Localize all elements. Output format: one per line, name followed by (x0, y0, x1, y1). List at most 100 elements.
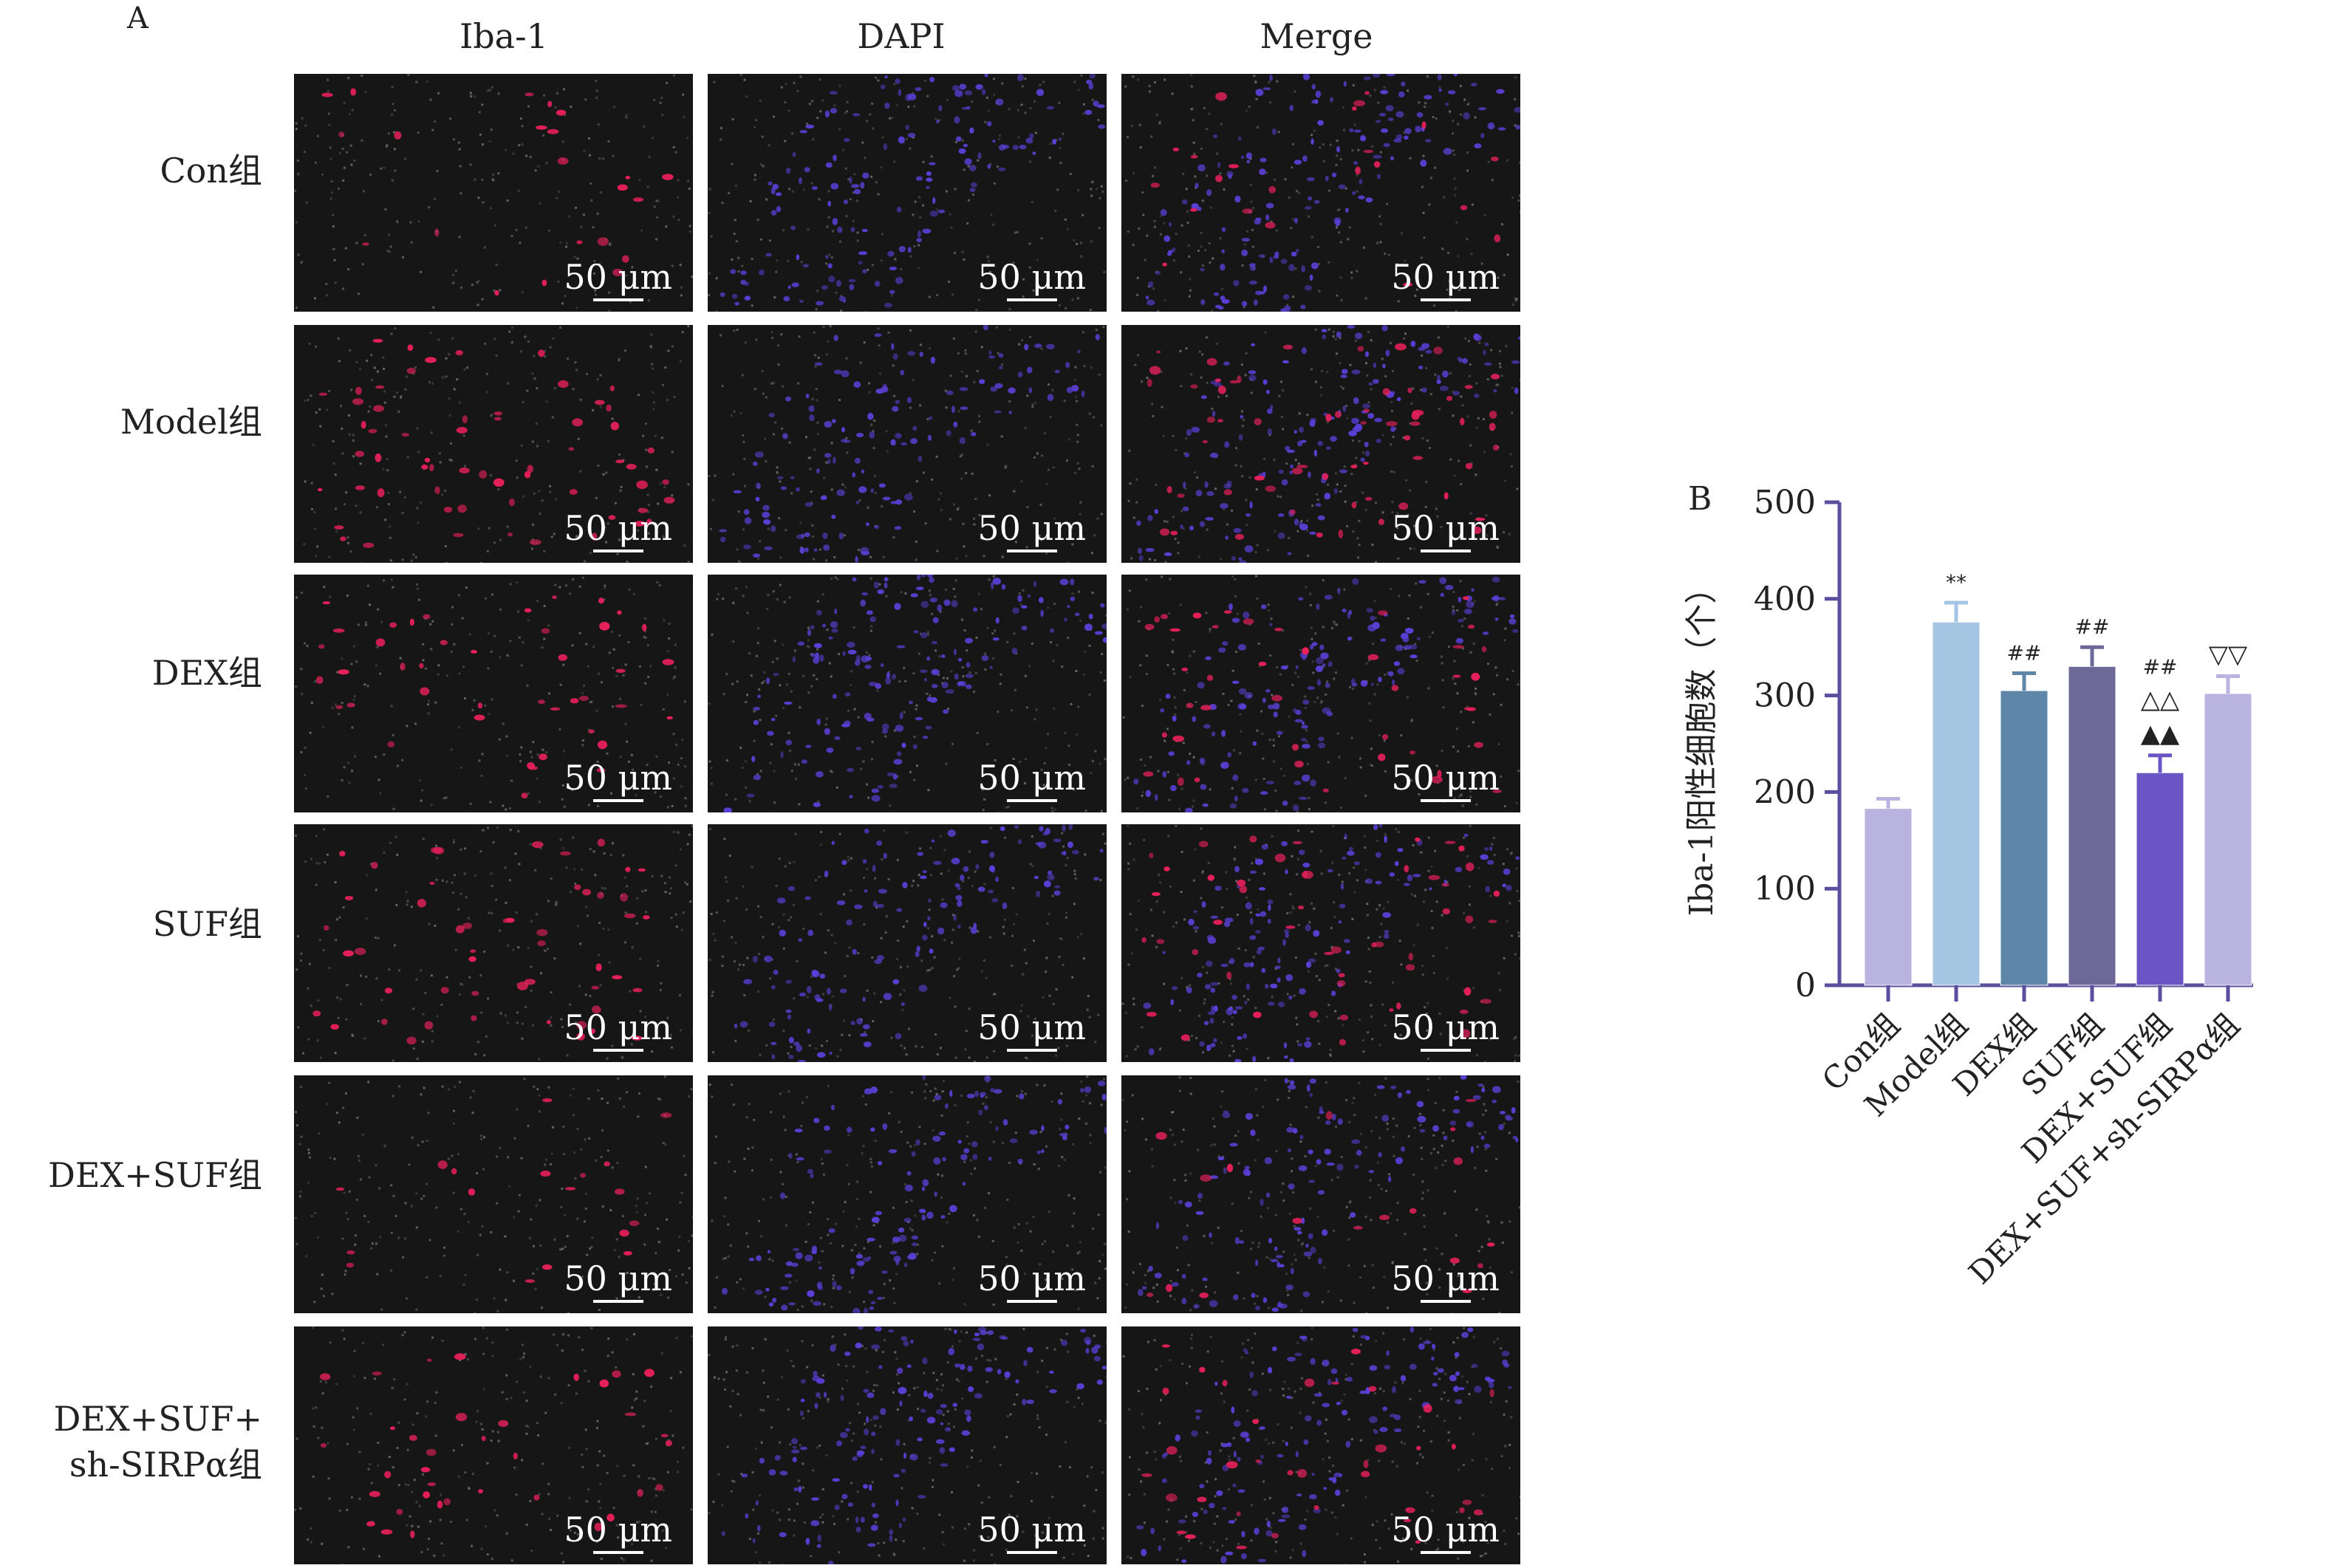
micrograph-iba1: 50 μm (294, 1326, 693, 1564)
micrograph-dapi: 50 μm (708, 74, 1107, 312)
scale-bar-label: 50 μm (977, 257, 1086, 297)
micrograph-iba1: 50 μm (294, 325, 693, 563)
panel-b-label: B (1688, 480, 1712, 518)
scale-bar: 50 μm (1391, 758, 1500, 802)
row-label: DEX+SUF+ sh-SIRPα组 (53, 1399, 263, 1485)
micrograph-iba1: 50 μm (294, 824, 693, 1062)
fluorescence-signal (295, 576, 687, 811)
scale-bar-line (592, 550, 643, 552)
scale-bar-line (1006, 799, 1057, 802)
micrograph-merge: 50 μm (1121, 325, 1520, 563)
scale-bar-label: 50 μm (977, 508, 1086, 548)
row-label: DEX+SUF组 (48, 1155, 262, 1195)
scale-bar-label: 50 μm (1391, 508, 1500, 548)
y-tick-label: 100 (1754, 870, 1816, 908)
fluorescence-signal (294, 74, 693, 312)
scale-bar: 50 μm (564, 257, 672, 301)
micrograph-dapi: 50 μm (708, 1326, 1107, 1564)
y-tick-label: 400 (1754, 581, 1816, 618)
fluorescence-signal (1121, 1075, 1520, 1313)
fluorescence-signal (708, 824, 1107, 1062)
scale-bar-label: 50 μm (977, 1510, 1086, 1550)
scale-bar-line (1006, 1049, 1057, 1052)
scale-bar-line (592, 298, 643, 301)
fluorescence-signal (1121, 824, 1520, 1062)
scale-bar: 50 μm (564, 1510, 672, 1554)
fluorescence-signal (1127, 325, 1520, 563)
fluorescence-signal (708, 325, 1105, 563)
scale-bar-label: 50 μm (564, 1259, 672, 1298)
fluorescence-signal (294, 1326, 693, 1564)
row-label: Model组 (120, 402, 262, 442)
significance-marker: ▽▽ (2209, 640, 2248, 669)
column-header-iba1: Iba-1 (459, 16, 548, 56)
micrograph-iba1: 50 μm (294, 575, 693, 812)
iba1-bar-chart: 0100200300400500Iba-1阳性细胞数（个）Con组Model组*… (1683, 484, 2253, 1291)
scale-bar: 50 μm (564, 1259, 672, 1303)
scale-bar: 50 μm (1391, 257, 1500, 301)
micrograph-merge: 50 μm (1121, 1075, 1520, 1313)
scale-bar-label: 50 μm (1391, 1007, 1500, 1047)
significance-marker: ## (2007, 641, 2042, 665)
scale-bar-line (1420, 550, 1471, 552)
scale-bar: 50 μm (564, 1007, 672, 1052)
scale-bar: 50 μm (564, 758, 672, 802)
scale-bar-line (592, 799, 643, 802)
micrograph-iba1: 50 μm (294, 74, 693, 312)
y-tick-label: 200 (1754, 773, 1816, 811)
scale-bar: 50 μm (977, 1510, 1086, 1554)
scale-bar: 50 μm (977, 1007, 1086, 1052)
scale-bar-label: 50 μm (564, 508, 672, 548)
scale-bar-label: 50 μm (564, 257, 672, 297)
scale-bar-label: 50 μm (977, 758, 1086, 798)
fluorescence-signal (303, 325, 690, 563)
micrograph-merge: 50 μm (1121, 575, 1520, 812)
bar (1932, 621, 1981, 986)
bar (2204, 693, 2252, 986)
scale-bar: 50 μm (1391, 1510, 1500, 1554)
scale-bar-label: 50 μm (564, 1510, 672, 1550)
micrograph-merge: 50 μm (1121, 74, 1520, 312)
scale-bar-label: 50 μm (564, 1007, 672, 1047)
fluorescence-signal (1122, 575, 1520, 812)
scale-bar: 50 μm (1391, 508, 1500, 552)
column-header-merge: Merge (1260, 16, 1373, 56)
micrograph-merge: 50 μm (1121, 1326, 1520, 1564)
scale-bar: 50 μm (564, 508, 672, 552)
scale-bar-line (1006, 298, 1057, 301)
column-header-dapi: DAPI (857, 16, 946, 56)
fluorescence-signal (1124, 74, 1520, 312)
scale-bar-line (592, 1049, 643, 1052)
significance-marker: ## (2143, 655, 2178, 679)
row-label: SUF组 (152, 904, 262, 944)
fluorescence-signal (708, 1075, 1107, 1313)
bar (2000, 690, 2048, 986)
panel-a-label: A (127, 1, 148, 35)
scale-bar-line (592, 1551, 643, 1554)
significance-marker: ## (2075, 614, 2110, 639)
scale-bar-label: 50 μm (564, 758, 672, 798)
micrograph-merge: 50 μm (1121, 824, 1520, 1062)
scale-bar-line (1420, 1300, 1471, 1303)
y-tick-label: 300 (1754, 677, 1816, 715)
scale-bar-line (1420, 799, 1471, 802)
scale-bar-line (592, 1300, 643, 1303)
scale-bar-line (1420, 298, 1471, 301)
micrograph-dapi: 50 μm (708, 1075, 1107, 1313)
scale-bar-label: 50 μm (1391, 257, 1500, 297)
y-tick-label: 0 (1795, 967, 1816, 1004)
scale-bar: 50 μm (977, 508, 1086, 552)
scale-bar: 50 μm (977, 758, 1086, 802)
y-tick-label: 500 (1754, 484, 1816, 521)
scale-bar-line (1006, 550, 1057, 552)
bar (1864, 808, 1913, 986)
fluorescence-signal (708, 1326, 1107, 1564)
scale-bar-line (1420, 1551, 1471, 1554)
scale-bar-line (1006, 1551, 1057, 1554)
scale-bar: 50 μm (1391, 1007, 1500, 1052)
micrograph-dapi: 50 μm (708, 575, 1107, 812)
bar (2136, 772, 2184, 986)
significance-marker: ▲▲ (2141, 719, 2180, 749)
scale-bar-label: 50 μm (1391, 1259, 1500, 1298)
significance-marker: △△ (2141, 685, 2180, 715)
